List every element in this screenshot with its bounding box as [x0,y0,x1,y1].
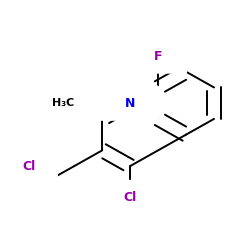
FancyBboxPatch shape [101,180,159,215]
FancyBboxPatch shape [46,86,103,121]
Text: Cl: Cl [124,191,137,204]
FancyBboxPatch shape [101,86,159,121]
FancyBboxPatch shape [129,38,187,74]
Text: N: N [125,97,136,110]
Text: Cl: Cl [22,160,36,172]
Text: H₃C: H₃C [52,98,74,108]
FancyBboxPatch shape [0,148,58,184]
Text: F: F [154,50,162,62]
